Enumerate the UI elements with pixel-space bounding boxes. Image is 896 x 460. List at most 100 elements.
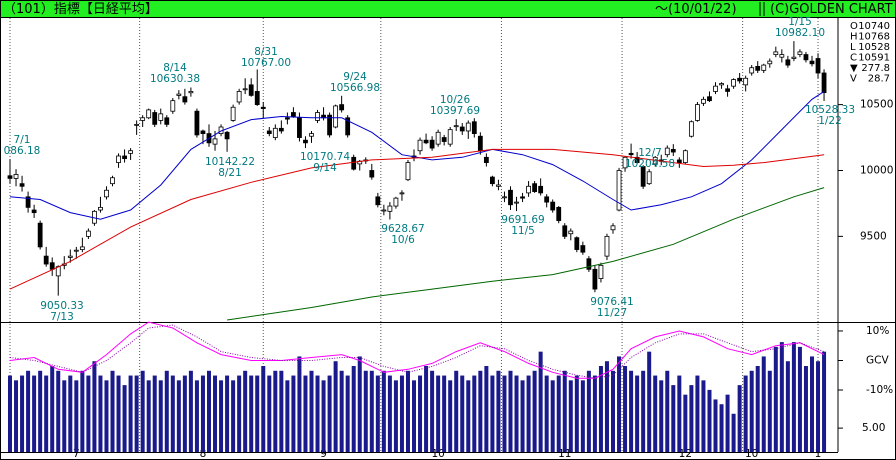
volume-bar xyxy=(140,370,145,452)
x-tick-label: 10 xyxy=(431,448,444,460)
candle-body xyxy=(116,155,121,163)
quote-key: C xyxy=(850,53,857,64)
candle-body xyxy=(345,117,351,136)
volume-bar xyxy=(466,380,471,452)
candle-body xyxy=(821,72,827,94)
candle-body xyxy=(526,185,531,194)
candle-body xyxy=(676,159,682,163)
volume-bar xyxy=(671,385,676,452)
x-tick-label: 11 xyxy=(558,448,571,460)
volume-bar xyxy=(56,370,61,452)
volume-bar xyxy=(327,375,332,452)
volume-bar xyxy=(544,375,549,452)
volume-bar xyxy=(369,370,374,452)
volume-bar xyxy=(526,375,531,452)
candle-body xyxy=(110,177,115,185)
candle-body xyxy=(49,262,55,270)
candle-body xyxy=(749,67,755,74)
y-tick-label: 10000 xyxy=(860,164,893,176)
volume-bar xyxy=(713,399,718,452)
volume-bar xyxy=(478,370,483,452)
volume-bar xyxy=(761,356,766,452)
annotation: 10170.74 xyxy=(300,151,350,163)
candle-body xyxy=(713,85,718,92)
annotation: 9691.69 xyxy=(501,214,544,226)
candle-body xyxy=(701,98,706,104)
annotation: 7/13 xyxy=(50,311,74,323)
y2-tick-label: -10% xyxy=(866,384,893,396)
candle-body xyxy=(622,156,628,169)
volume-bar xyxy=(50,366,55,452)
volume-bar xyxy=(14,380,19,452)
volume-bar xyxy=(665,370,670,452)
volume-bar xyxy=(381,370,386,452)
candle-body xyxy=(387,205,393,212)
volume-bar xyxy=(677,375,682,452)
volume-bar xyxy=(502,375,507,452)
candle-body xyxy=(580,245,586,253)
volume-bar xyxy=(291,375,296,452)
candle-body xyxy=(604,235,610,257)
volume-bar xyxy=(737,385,742,452)
moving-average xyxy=(227,187,825,321)
candle-body xyxy=(291,112,296,117)
candle-body xyxy=(73,249,79,252)
x-tick-label: 10 xyxy=(745,448,758,460)
volume-bar xyxy=(520,380,525,452)
candle-body xyxy=(140,117,146,121)
candle-body xyxy=(447,129,453,145)
annotation: 12/7 xyxy=(638,147,662,159)
candle-body xyxy=(85,230,91,237)
candle-body xyxy=(309,133,314,137)
annotation: 10566.98 xyxy=(330,82,380,94)
candle-body xyxy=(586,258,592,270)
candle-body xyxy=(333,105,339,128)
volume-bar xyxy=(773,346,778,452)
volume-bar xyxy=(586,370,591,452)
candle-body xyxy=(351,156,357,170)
volume-bar xyxy=(785,361,790,452)
volume-bar xyxy=(683,394,688,452)
moving-average xyxy=(9,148,825,290)
candle-body xyxy=(284,117,290,120)
annotation: 11/5 xyxy=(511,225,535,237)
candle-body xyxy=(230,106,236,121)
volume-bar xyxy=(399,375,404,452)
annotation: 10528.33 xyxy=(805,104,855,116)
volume-bar xyxy=(719,404,724,452)
candle-body xyxy=(707,96,712,102)
candle-body xyxy=(544,196,550,203)
annotation: 8/31 xyxy=(254,46,278,58)
volume-bar xyxy=(98,375,103,452)
header-date: 〜(10/01/22) xyxy=(655,2,737,17)
volume-bar xyxy=(261,366,266,452)
candle-body xyxy=(164,117,170,125)
volume-bar xyxy=(635,375,640,452)
candle-body xyxy=(809,60,815,65)
candle-body xyxy=(489,176,495,185)
x-tick-label: 7 xyxy=(73,448,80,460)
candle-body xyxy=(128,150,134,154)
volume-bar xyxy=(357,356,362,452)
candle-body xyxy=(423,139,429,144)
volume-bar xyxy=(424,366,429,452)
volume-bar xyxy=(767,370,772,452)
candle-body xyxy=(266,130,272,134)
annotation: 9050.33 xyxy=(40,300,83,312)
volume-bar xyxy=(436,375,441,452)
candle-body xyxy=(170,100,176,112)
volume-bar xyxy=(387,375,392,452)
volume-bar xyxy=(623,366,628,452)
volume-bar xyxy=(122,385,127,452)
candle-body xyxy=(158,113,164,121)
volume-bar xyxy=(701,380,706,452)
candle-body xyxy=(315,112,320,121)
volume-bar xyxy=(32,375,37,452)
volume-bar xyxy=(62,380,67,452)
volume-bar xyxy=(231,380,236,452)
annotation: 8/14 xyxy=(163,62,187,74)
quote-value: 277.8 xyxy=(861,63,890,74)
volume-bar xyxy=(188,370,193,452)
y-tick-label: 10500 xyxy=(860,99,893,111)
